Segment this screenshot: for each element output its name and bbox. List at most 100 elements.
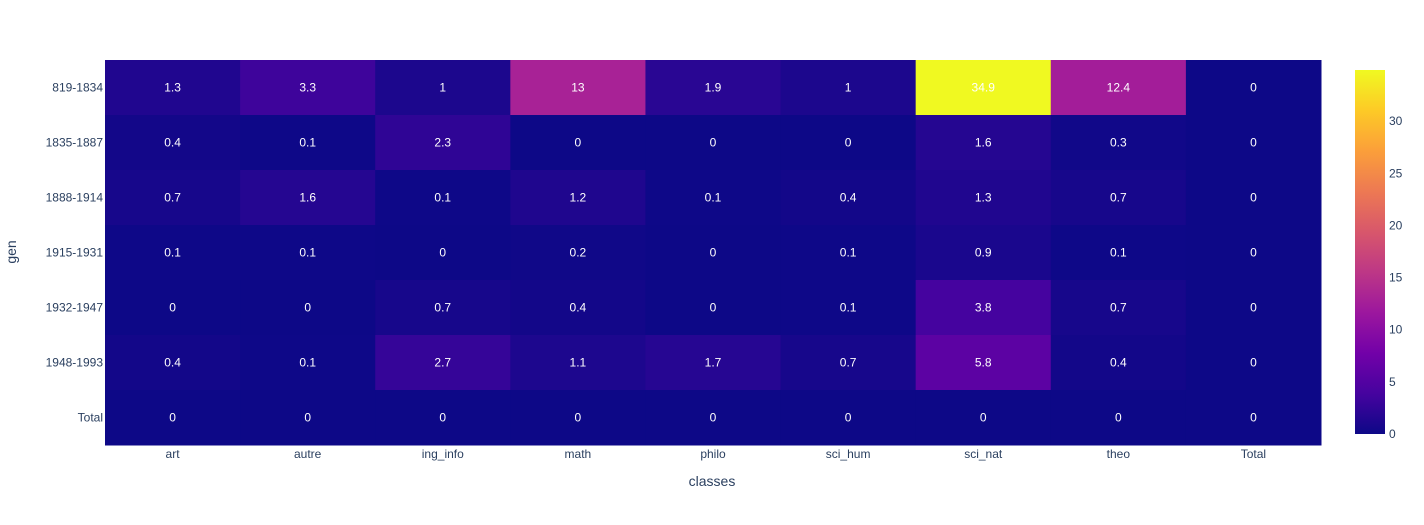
heatmap-cell-labels: 1.3 3.3 1 13 1.9 1 34.9 12.4 0 0.4 0.1 2.3 0 0 0 1.6 0.3…: [164, 81, 1257, 425]
x-tick-label: autre: [294, 447, 322, 461]
y-tick-label: 1948-1993: [46, 356, 104, 370]
x-tick-label: sci_hum: [826, 447, 871, 461]
heatmap-cell: [645, 115, 782, 171]
heatmap-cell: [105, 280, 241, 336]
x-tick-label: theo: [1107, 447, 1131, 461]
cell-value-label: 0.1: [840, 301, 857, 315]
cell-value-label: 0.4: [570, 301, 587, 315]
heatmap-cell: [105, 335, 241, 391]
cell-value-label: 1.7: [705, 356, 722, 370]
cell-value-label: 0.1: [840, 246, 857, 260]
cell-value-label: 0.2: [570, 246, 587, 260]
heatmap-cell: [780, 225, 917, 281]
cell-value-label: 0: [1250, 191, 1257, 205]
cell-value-label: 1.1: [570, 356, 587, 370]
cell-value-label: 0.1: [164, 246, 181, 260]
cell-value-label: 0: [1250, 301, 1257, 315]
cell-value-label: 0: [980, 411, 987, 425]
y-tick-label: Total: [78, 411, 103, 425]
x-tick-label: art: [166, 447, 181, 461]
cell-value-label: 0.7: [1110, 301, 1127, 315]
heatmap-cell: [1185, 225, 1322, 281]
cell-value-label: 0.9: [975, 246, 992, 260]
y-tick-label: 1915-1931: [46, 246, 104, 260]
y-axis-ticks: 819-1834 1835-1887 1888-1914 1915-1931 1932-…: [46, 81, 104, 425]
cell-value-label: 0: [439, 411, 446, 425]
cell-value-label: 1: [845, 81, 852, 95]
heatmap-cell: [1185, 390, 1322, 446]
cell-value-label: 3.3: [299, 81, 316, 95]
cell-value-label: 0: [169, 301, 176, 315]
heatmap-cell: [780, 335, 917, 391]
colorbar-tick-label: 25: [1389, 166, 1403, 180]
heatmap-cell: [1050, 170, 1187, 226]
cell-value-label: 0: [710, 246, 717, 260]
heatmap-cell: [240, 390, 376, 446]
heatmap-cell: [780, 60, 917, 116]
heatmap-cell: [780, 280, 917, 336]
heatmap-cell: [915, 390, 1052, 446]
cell-value-label: 0: [1250, 356, 1257, 370]
colorbar-gradient: [1355, 70, 1385, 434]
heatmap-cell: [105, 170, 241, 226]
x-tick-label: math: [565, 447, 592, 461]
heatmap-cell: [105, 115, 241, 171]
x-tick-label: sci_nat: [964, 447, 1003, 461]
heatmap-cell: [1050, 280, 1187, 336]
cell-value-label: 0: [845, 136, 852, 150]
cell-value-label: 0.1: [434, 191, 451, 205]
cell-value-label: 3.8: [975, 301, 992, 315]
heatmap-cell: [1050, 60, 1187, 116]
cell-value-label: 0: [710, 301, 717, 315]
x-axis-ticks: art autre ing_info math philo sci_hum sci_nat t…: [166, 447, 1267, 461]
heatmap-cell: [240, 280, 376, 336]
cell-value-label: 1: [439, 81, 446, 95]
heatmap-cell: [645, 390, 782, 446]
cell-value-label: 1.2: [570, 191, 587, 205]
heatmap-cell: [105, 225, 241, 281]
cell-value-label: 0: [710, 411, 717, 425]
cell-value-label: 0.3: [1110, 136, 1127, 150]
heatmap-cell: [915, 335, 1052, 391]
cell-value-label: 0.7: [1110, 191, 1127, 205]
cell-value-label: 0: [169, 411, 176, 425]
heatmap-cell: [1185, 335, 1322, 391]
colorbar-tick-label: 20: [1389, 218, 1403, 232]
cell-value-label: 1.9: [705, 81, 722, 95]
cell-value-label: 13: [571, 81, 585, 95]
cell-value-label: 0: [710, 136, 717, 150]
cell-value-label: 0: [575, 136, 582, 150]
x-tick-label: philo: [700, 447, 726, 461]
heatmap-cell: [105, 60, 241, 116]
cell-value-label: 0: [439, 246, 446, 260]
cell-value-label: 0: [1250, 136, 1257, 150]
cell-value-label: 1.6: [299, 191, 316, 205]
heatmap-cell: [510, 280, 646, 336]
cell-value-label: 0.4: [840, 191, 857, 205]
cell-value-label: 1.6: [975, 136, 992, 150]
colorbar: 0 5 10 15 20 25 30: [1355, 70, 1403, 441]
cell-value-label: 0: [845, 411, 852, 425]
heatmap-cell: [240, 170, 376, 226]
heatmap-cells: [105, 60, 1322, 446]
cell-value-label: 34.9: [972, 81, 996, 95]
heatmap-cell: [1050, 115, 1187, 171]
cell-value-label: 0.7: [164, 191, 181, 205]
heatmap-cell: [645, 225, 782, 281]
cell-value-label: 0: [304, 301, 311, 315]
heatmap-cell: [645, 335, 782, 391]
cell-value-label: 0: [1250, 411, 1257, 425]
y-axis-title: gen: [3, 240, 19, 263]
colorbar-tick-label: 30: [1389, 114, 1403, 128]
heatmap-cell: [1185, 115, 1322, 171]
heatmap-cell: [240, 225, 376, 281]
cell-value-label: 0.4: [1110, 356, 1127, 370]
y-tick-label: 1888-1914: [46, 191, 104, 205]
colorbar-tick-label: 0: [1389, 427, 1396, 441]
heatmap-cell: [1185, 170, 1322, 226]
cell-value-label: 0: [304, 411, 311, 425]
heatmap-cell: [240, 115, 376, 171]
heatmap-cell: [915, 225, 1052, 281]
cell-value-label: 2.7: [434, 356, 451, 370]
